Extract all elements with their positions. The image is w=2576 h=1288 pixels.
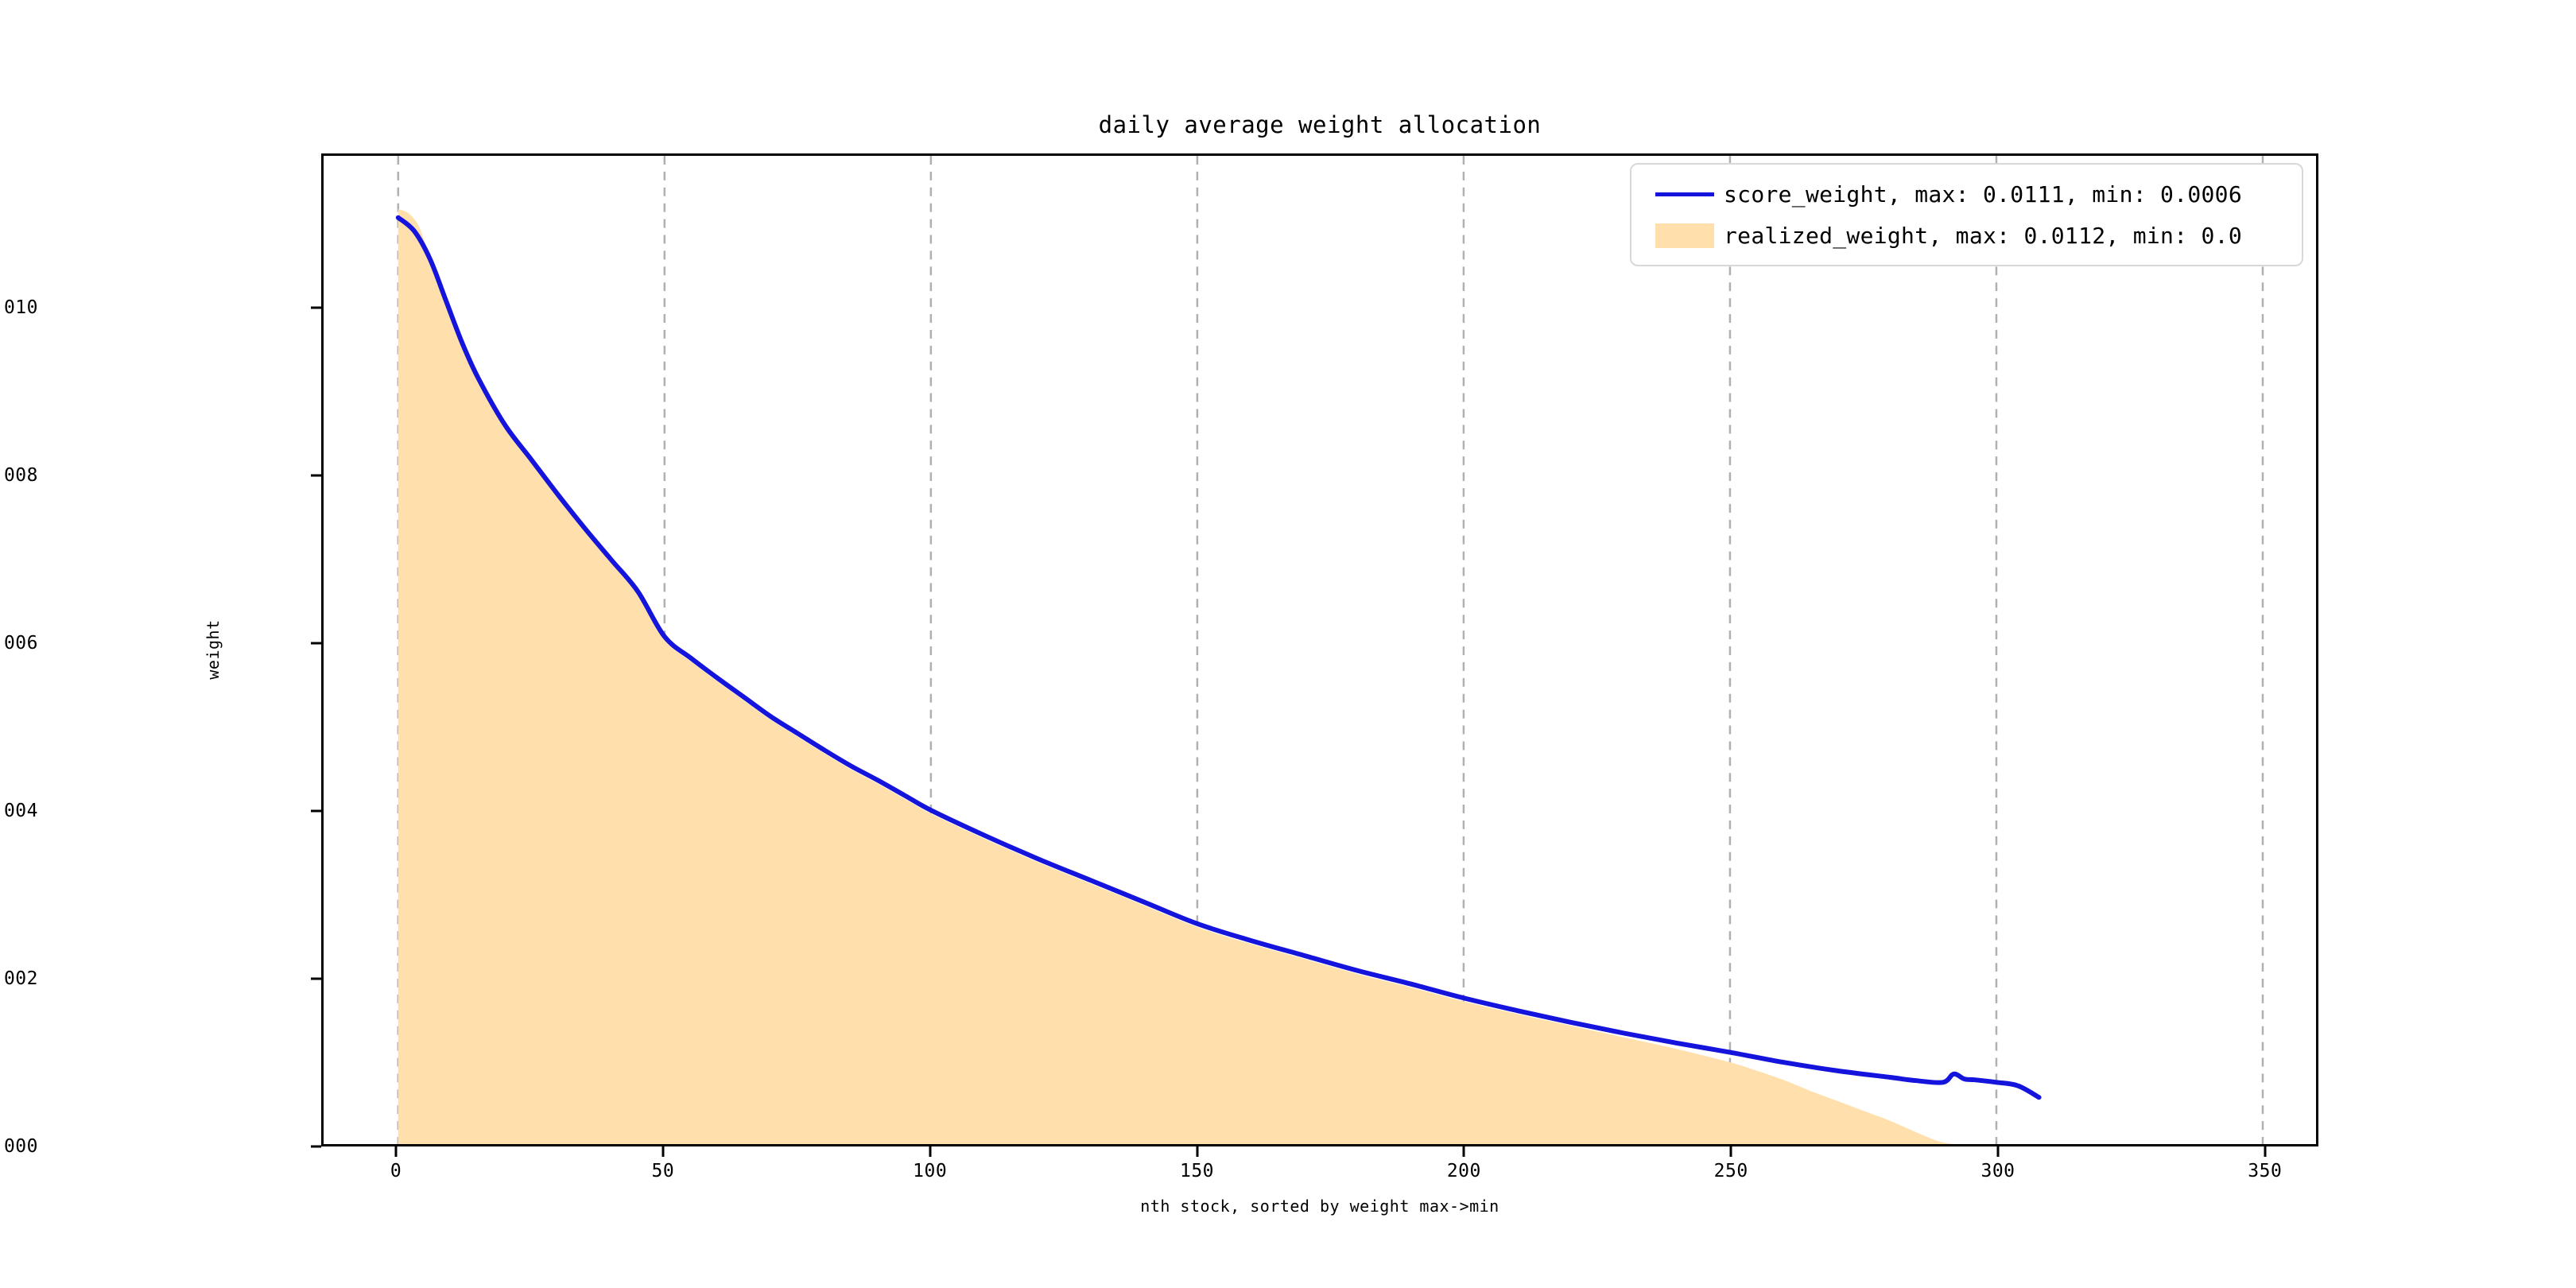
x-tick-mark: [1996, 1146, 2000, 1157]
x-tick-mark: [2264, 1146, 2267, 1157]
x-tick-label: 350: [2248, 1161, 2283, 1181]
legend-item-realized-weight[interactable]: realized_weight, max: 0.0112, min: 0.0: [1646, 219, 2284, 252]
y-tick-label: 0.004: [0, 801, 38, 822]
x-axis-label: nth stock, sorted by weight max->min: [1140, 1197, 1499, 1216]
x-tick-label: 0: [390, 1161, 402, 1181]
plot-area: [321, 153, 2318, 1146]
y-tick-label: 0.008: [0, 465, 38, 487]
y-axis-label: weight: [204, 619, 223, 680]
y-tick-label: 0.000: [0, 1136, 38, 1157]
y-tick-mark: [311, 809, 321, 813]
plot-svg: [395, 156, 2264, 1144]
legend-line-swatch-icon: [1646, 192, 1724, 196]
x-tick-label: 100: [913, 1161, 948, 1181]
y-tick-mark: [311, 642, 321, 645]
y-tick-mark: [311, 977, 321, 980]
x-tick-mark: [1729, 1146, 1732, 1157]
y-tick-mark: [311, 474, 321, 477]
x-tick-mark: [394, 1146, 398, 1157]
legend-label-score-weight: score_weight, max: 0.0111, min: 0.0006: [1724, 180, 2242, 208]
x-tick-mark: [1462, 1146, 1465, 1157]
x-tick-label: 250: [1713, 1161, 1748, 1181]
legend-label-realized-weight: realized_weight, max: 0.0112, min: 0.0: [1724, 222, 2242, 249]
x-tick-label: 200: [1446, 1161, 1481, 1181]
realized-weight-area: [398, 209, 1954, 1144]
chart-legend[interactable]: score_weight, max: 0.0111, min: 0.0006 r…: [1630, 163, 2303, 266]
y-tick-label: 0.006: [0, 633, 38, 654]
y-tick-label: 0.010: [0, 297, 38, 319]
x-tick-mark: [661, 1146, 665, 1157]
legend-item-score-weight[interactable]: score_weight, max: 0.0111, min: 0.0006: [1646, 177, 2284, 211]
x-tick-mark: [929, 1146, 932, 1157]
x-tick-label: 300: [1980, 1161, 2015, 1181]
x-tick-mark: [1196, 1146, 1199, 1157]
legend-patch-swatch-icon: [1646, 223, 1724, 248]
score-weight-line: [395, 215, 2042, 1100]
y-tick-mark: [311, 1145, 321, 1148]
y-tick-label: 0.002: [0, 968, 38, 990]
y-tick-mark: [311, 306, 321, 309]
x-tick-label: 50: [651, 1161, 675, 1181]
chart-title: daily average weight allocation: [1098, 111, 1542, 138]
x-tick-label: 150: [1179, 1161, 1215, 1181]
